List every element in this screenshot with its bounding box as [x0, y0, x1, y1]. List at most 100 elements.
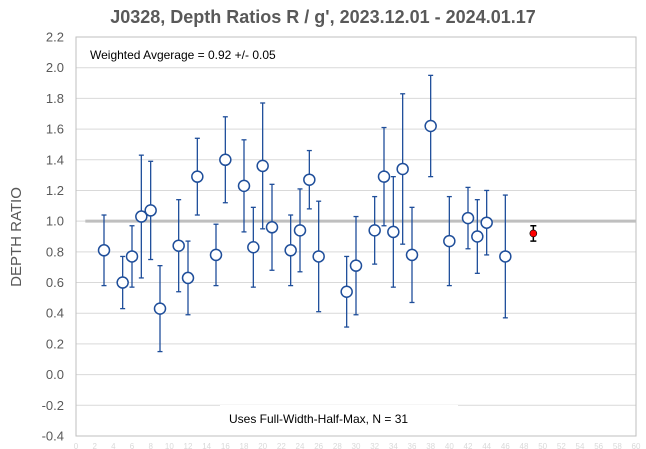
data-point-28 [461, 186, 475, 250]
y-tick-label-13: 2.2 [46, 30, 64, 45]
y-tick-label-5: 0.6 [46, 275, 64, 290]
marker-6 [172, 239, 185, 252]
x-tick-label-5: 10 [165, 442, 174, 449]
marker-28 [461, 211, 475, 225]
x-tick-label-19: 38 [426, 442, 435, 449]
x-tick-label-30: 60 [632, 442, 641, 449]
method-annotation: Uses Full-Width-Half-Max, N = 31 [229, 412, 408, 426]
marker-7 [181, 271, 195, 285]
x-tick-label-1: 2 [92, 442, 97, 449]
marker-15 [284, 244, 297, 257]
y-tick-label-3: 0.2 [46, 336, 64, 351]
data-point-20 [349, 215, 363, 316]
y-tick-label-4: 0.4 [46, 306, 64, 321]
marker-24 [396, 162, 409, 176]
data-point-6 [172, 199, 185, 293]
y-tick-label-2: 0.0 [46, 367, 64, 382]
x-tick-label-11: 22 [277, 442, 286, 449]
data-point-27 [443, 195, 456, 287]
marker-22 [377, 170, 391, 183]
data-point-31 [499, 194, 512, 319]
weighted-marker [529, 229, 538, 238]
data-point-23 [387, 175, 400, 288]
y-tick-labels: -0.4 -0.2 0.0 0.2 0.4 0.6 0.8 1.0 1.2 1.4 1.6 1.8 2.… [42, 30, 64, 444]
marker-8 [191, 170, 204, 183]
y-tick-label-11: 1.8 [46, 91, 64, 106]
x-tick-label-6: 12 [184, 442, 193, 449]
marker-21 [368, 224, 381, 237]
y-tick-label-8: 1.2 [46, 183, 64, 198]
x-tick-labels: 0 2 4 6 8 10 12 14 16 18 20 22 24 26 28 30 32 34 36 38 40 42 4… [74, 442, 641, 449]
x-tick-label-23: 46 [501, 442, 510, 449]
x-tick-label-28: 56 [594, 442, 603, 449]
x-tick-label-0: 0 [74, 442, 79, 449]
weighted-average-box [83, 42, 323, 66]
data-point-9 [209, 223, 223, 287]
data-point-26 [424, 74, 437, 178]
marker-18 [312, 250, 325, 263]
data-point-19 [340, 255, 353, 328]
weighted-average-point [529, 225, 538, 242]
y-axis-label: DEPTH RATIO [8, 187, 25, 287]
marker-27 [443, 234, 456, 248]
x-tick-label-17: 34 [389, 442, 398, 449]
x-tick-label-10: 20 [258, 442, 267, 449]
data-point-25 [405, 206, 419, 304]
marker-31 [499, 250, 512, 263]
x-tick-label-15: 30 [352, 442, 361, 449]
marker-26 [424, 119, 437, 133]
marker-29 [471, 230, 484, 243]
y-tick-label-9: 1.4 [46, 152, 64, 167]
x-tick-label-21: 42 [464, 442, 473, 449]
data-point-2 [125, 225, 139, 288]
data-point-18 [312, 200, 325, 313]
data-point-15 [284, 214, 297, 287]
y-tick-label-6: 0.8 [46, 244, 64, 259]
x-tick-label-25: 50 [538, 442, 547, 449]
x-tick-label-26: 52 [557, 442, 566, 449]
x-tick-label-13: 26 [314, 442, 323, 449]
marker-20 [349, 259, 363, 272]
y-tick-label-1: -0.2 [42, 398, 64, 413]
data-point-10 [219, 116, 232, 204]
x-tick-label-3: 6 [130, 442, 135, 449]
marker-3 [135, 210, 148, 223]
chart-title: J0328, Depth Ratios R / g', 2023.12.01 -… [110, 7, 536, 27]
marker-14 [265, 221, 279, 234]
x-tick-label-8: 16 [221, 442, 230, 449]
x-tick-label-27: 54 [576, 442, 585, 449]
y-tick-label-7: 1.0 [46, 214, 64, 229]
marker-19 [340, 285, 353, 298]
data-point-1 [116, 255, 129, 310]
data-point-12 [247, 206, 260, 288]
x-tick-label-9: 18 [240, 442, 249, 449]
data-point-30 [480, 189, 493, 256]
x-tick-label-4: 8 [148, 442, 153, 449]
data-point-5 [153, 265, 167, 353]
x-tick-label-7: 14 [202, 442, 211, 449]
y-tick-label-0: -0.4 [42, 429, 64, 444]
data-point-0 [97, 214, 111, 287]
x-tick-label-24: 48 [520, 442, 529, 449]
data-point-14 [265, 183, 279, 271]
marker-17 [303, 173, 316, 186]
data-point-11 [237, 139, 251, 233]
data-point-13 [256, 102, 269, 230]
data-point-3 [135, 154, 148, 279]
marker-13 [256, 159, 269, 173]
marker-1 [116, 276, 129, 289]
x-tick-label-14: 28 [333, 442, 342, 449]
x-tick-label-22: 44 [482, 442, 491, 449]
data-point-24 [396, 93, 409, 245]
x-tick-label-29: 58 [613, 442, 622, 449]
data-point-21 [368, 195, 381, 265]
data-point-17 [303, 149, 316, 210]
data-points [97, 74, 538, 353]
marker-12 [247, 240, 260, 254]
data-point-8 [191, 137, 204, 216]
marker-4 [144, 204, 157, 217]
marker-10 [219, 153, 232, 167]
data-point-4 [144, 160, 157, 261]
x-tick-label-16: 32 [370, 442, 379, 449]
data-point-7 [181, 240, 195, 316]
